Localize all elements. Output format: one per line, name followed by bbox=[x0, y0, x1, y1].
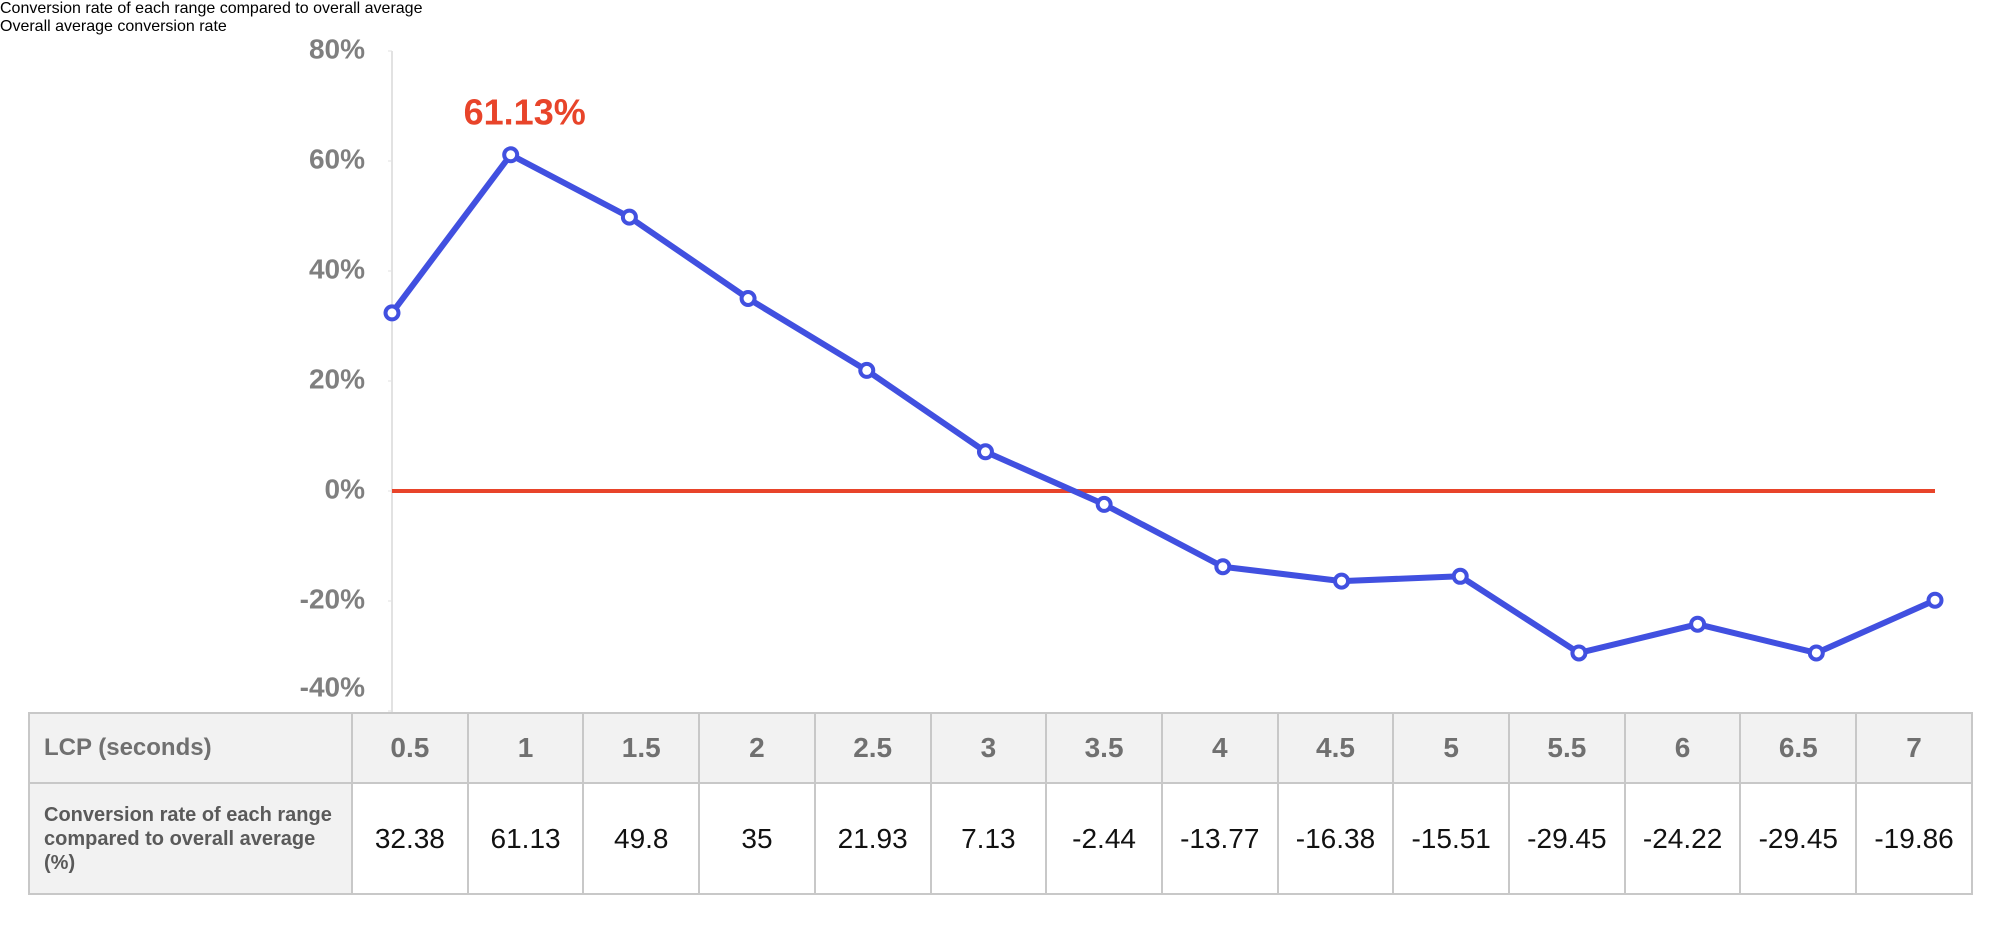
point-marker bbox=[502, 146, 520, 164]
table-value: 7.13 bbox=[929, 782, 1048, 895]
legend-text: Conversion rate of each range compared t… bbox=[0, 0, 423, 17]
point-marker bbox=[383, 304, 401, 322]
y-tick-label: -40% bbox=[300, 671, 365, 702]
table-x-value: 3 bbox=[929, 712, 1048, 784]
table-value: -15.51 bbox=[1392, 782, 1511, 895]
table-value: 61.13 bbox=[466, 782, 585, 895]
table-value: 21.93 bbox=[813, 782, 932, 895]
y-tick-label: 60% bbox=[309, 143, 365, 174]
table-x-value: 4.5 bbox=[1276, 712, 1395, 784]
point-marker bbox=[1926, 591, 1944, 609]
table-value: -2.44 bbox=[1045, 782, 1163, 895]
table-value: -16.38 bbox=[1276, 782, 1395, 895]
annotation: 61.13% bbox=[464, 91, 586, 132]
table-row-label: Conversion rate of each range compared t… bbox=[28, 782, 353, 895]
chart: -40% -20% 0% 20% 40% 60% 80% 61.13% bbox=[300, 33, 1944, 712]
point-marker bbox=[976, 443, 994, 461]
table-x-value: 2 bbox=[698, 712, 816, 784]
table-value: -19.86 bbox=[1855, 782, 1973, 895]
series-line bbox=[389, 151, 1937, 656]
point-marker bbox=[1095, 495, 1113, 513]
point-marker bbox=[1570, 644, 1588, 662]
table-value: -29.45 bbox=[1739, 782, 1858, 895]
table-value: 32.38 bbox=[351, 782, 469, 895]
table-x-value: 5.5 bbox=[1508, 712, 1626, 784]
legend-text: Overall average conversion rate bbox=[0, 18, 227, 35]
point-marker bbox=[1807, 644, 1825, 662]
point-marker bbox=[1333, 572, 1351, 590]
table-x-value: 6 bbox=[1623, 712, 1742, 784]
y-tick-label: 0% bbox=[325, 473, 366, 504]
point-marker bbox=[620, 208, 638, 226]
table-x-value: 6.5 bbox=[1739, 712, 1858, 784]
point-marker bbox=[858, 361, 876, 379]
table-value: -24.22 bbox=[1623, 782, 1742, 895]
table-x-value: 2.5 bbox=[813, 712, 932, 784]
table-x-value: 4 bbox=[1160, 712, 1279, 784]
point-marker bbox=[1451, 567, 1469, 585]
legend-item: Conversion rate of each range compared t… bbox=[0, 0, 2000, 18]
table-header-label: LCP (seconds) bbox=[28, 712, 353, 784]
point-marker bbox=[739, 290, 757, 307]
table-x-value: 1.5 bbox=[582, 712, 701, 784]
legend-item: Overall average conversion rate bbox=[0, 18, 2000, 36]
y-tick-label: -20% bbox=[300, 583, 365, 614]
table-value: -13.77 bbox=[1160, 782, 1279, 895]
legend: Conversion rate of each range compared t… bbox=[0, 0, 2000, 36]
table-x-value: 3.5 bbox=[1045, 712, 1163, 784]
table-x-value: 1 bbox=[466, 712, 585, 784]
table-value: 35 bbox=[698, 782, 816, 895]
table-x-value: 7 bbox=[1855, 712, 1973, 784]
point-marker bbox=[1689, 615, 1707, 633]
table-x-value: 0.5 bbox=[351, 712, 469, 784]
table-body-row: Conversion rate of each range compared t… bbox=[28, 782, 1973, 895]
table-value: -29.45 bbox=[1508, 782, 1626, 895]
y-tick-label: 20% bbox=[309, 363, 365, 394]
table-header-row: LCP (seconds) 0.5 1 1.5 2 2.5 3 3.5 4 4.5 5 5.5 6 6.… bbox=[28, 712, 1973, 784]
y-tick-label: 40% bbox=[309, 253, 365, 284]
table-x-value: 5 bbox=[1392, 712, 1511, 784]
y-tick-label: 80% bbox=[309, 33, 365, 64]
data-table: LCP (seconds) 0.5 1 1.5 2 2.5 3 3.5 4 4.5 5 5.5 6 6.… bbox=[28, 712, 1973, 895]
table-value: 49.8 bbox=[582, 782, 701, 895]
point-marker bbox=[1214, 558, 1232, 576]
